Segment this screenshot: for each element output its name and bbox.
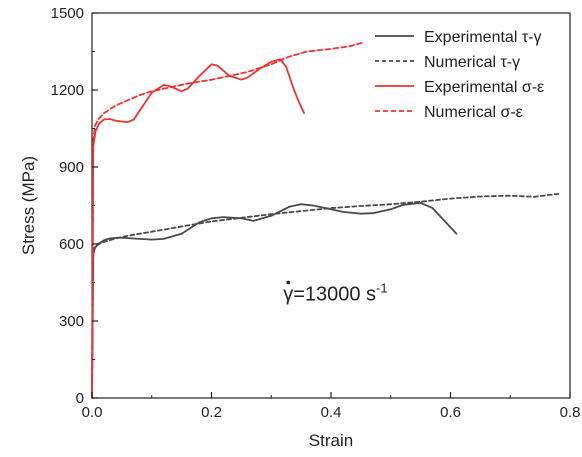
x-tick-label: 0.0 <box>82 404 103 421</box>
series-layer <box>91 41 559 399</box>
strain-rate-value: =13000 s <box>293 283 376 305</box>
x-tick-label: 0.6 <box>440 404 461 421</box>
y-tick-label: 1200 <box>51 82 84 99</box>
gamma-symbol: γ <box>283 283 293 305</box>
legend-label-4: Numerical σ-ε <box>424 104 523 121</box>
y-tick-label: 300 <box>59 313 84 330</box>
series-line-3 <box>91 58 305 399</box>
x-tick-label: 0.2 <box>201 404 222 421</box>
legend-label-2: Numerical τ-γ <box>424 54 520 71</box>
axis-layer: 0.0 0.2 0.4 0.6 0.8 0 300 600 900 1200 1500 <box>51 5 581 421</box>
x-tick-label: 0.4 <box>321 404 342 421</box>
x-axis-title: Strain <box>309 431 353 450</box>
strain-rate-annotation: γ=13000 s-1 <box>283 280 387 305</box>
series-line-2 <box>91 193 559 399</box>
legend-label-1: Experimental τ-γ <box>424 29 541 46</box>
strain-rate-unit-exponent: -1 <box>376 280 388 295</box>
legend: Experimental τ-γ Numerical τ-γ Experimenta… <box>375 29 544 121</box>
y-axis-title: Stress (MPa) <box>19 156 38 255</box>
y-tick-label: 1500 <box>51 5 84 22</box>
y-tick-label: 600 <box>59 236 84 253</box>
x-tick-label: 0.8 <box>560 404 581 421</box>
y-tick-label: 0 <box>76 390 84 407</box>
gamma-dot <box>286 280 291 285</box>
legend-label-3: Experimental σ-ε <box>424 79 544 96</box>
series-line-4 <box>91 41 365 399</box>
strain-rate-label: γ=13000 s-1 <box>283 280 387 305</box>
y-tick-label: 900 <box>59 159 84 176</box>
